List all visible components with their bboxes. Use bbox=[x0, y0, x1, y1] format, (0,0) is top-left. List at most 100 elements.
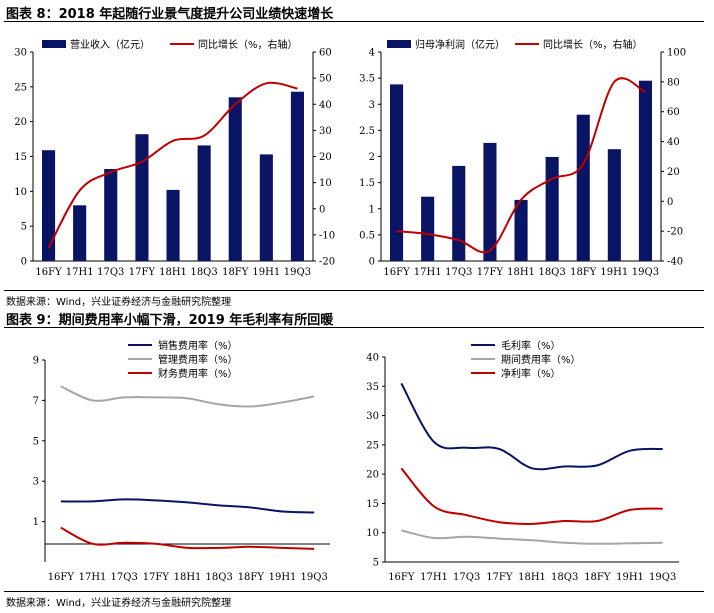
y-tick-label: 15 bbox=[366, 499, 379, 510]
x-tick-label: 16FY bbox=[48, 572, 75, 583]
series-line-2 bbox=[60, 385, 315, 408]
figure-8-top-rule bbox=[4, 21, 704, 22]
legend-label-1: 毛利率（%） bbox=[501, 339, 561, 352]
y-tick-label: 20 bbox=[366, 470, 379, 481]
right-tick-label: -20 bbox=[319, 257, 335, 268]
margin-chart: 5 10 15 20 25 30 35 40 16FY 17H1 17Q3 17FY 18H1 18Q3 1… bbox=[366, 339, 679, 583]
legend-label-1: 销售费用率（%） bbox=[158, 339, 238, 352]
x-tick-label: 19Q3 bbox=[632, 267, 659, 278]
left-tick-label: 10 bbox=[14, 187, 27, 198]
x-tick-label: 18Q3 bbox=[206, 572, 233, 583]
x-tick-label: 17FY bbox=[477, 267, 504, 278]
bar-18H1 bbox=[514, 199, 528, 261]
right-tick-label: -10 bbox=[319, 230, 335, 241]
right-tick-label: 100 bbox=[667, 48, 686, 59]
right-tick-label: -40 bbox=[667, 257, 683, 268]
bar-17FY bbox=[483, 142, 497, 261]
x-tick-label: 19H1 bbox=[600, 267, 628, 278]
y-tick-label: 30 bbox=[366, 411, 379, 422]
x-tick-label: 17Q3 bbox=[445, 267, 472, 278]
y-tick-label: 9 bbox=[33, 356, 39, 367]
legend-label-2: 期间费用率（%） bbox=[501, 353, 581, 366]
left-tick-label: 2 bbox=[369, 152, 375, 163]
growth-line bbox=[396, 77, 646, 254]
right-tick-label: 60 bbox=[667, 107, 680, 118]
bar-17H1 bbox=[73, 205, 87, 261]
bar-19Q3 bbox=[290, 91, 304, 261]
x-tick-label: 19H1 bbox=[252, 267, 280, 278]
left-tick-label: 15 bbox=[14, 152, 27, 163]
x-tick-label: 17Q3 bbox=[97, 267, 124, 278]
series-line-3 bbox=[400, 467, 663, 525]
series-line-1 bbox=[400, 382, 663, 471]
y-tick-label: 7 bbox=[33, 396, 39, 407]
left-tick-label: 25 bbox=[14, 82, 27, 93]
left-tick-label: 20 bbox=[14, 117, 27, 128]
x-tick-label: 18H1 bbox=[159, 267, 187, 278]
x-tick-label: 17H1 bbox=[414, 267, 442, 278]
bar-19H1 bbox=[607, 149, 621, 261]
legend-label-3: 净利率（%） bbox=[501, 367, 561, 380]
bar-18Q3 bbox=[545, 157, 559, 261]
expense-ratio-chart: 1 3 5 7 9 16FY 17H1 17Q3 17FY 18H1 18Q3 18FY 19H1 19Q… bbox=[33, 339, 330, 583]
x-tick-label: 17H1 bbox=[420, 572, 448, 583]
x-tick-label: 18H1 bbox=[518, 572, 546, 583]
bar-18H1 bbox=[166, 189, 180, 261]
legend-bar-swatch bbox=[42, 40, 66, 48]
figure-8-title: 图表 8：2018 年起随行业景气度提升公司业绩快速增长 bbox=[6, 7, 334, 22]
x-tick-label: 17H1 bbox=[79, 572, 107, 583]
left-tick-label: 0 bbox=[369, 257, 375, 268]
y-tick-label: 35 bbox=[366, 382, 379, 393]
right-tick-label: 0 bbox=[667, 197, 673, 208]
x-tick-label: 16FY bbox=[388, 572, 415, 583]
legend-line-label: 同比增长（%，右轴） bbox=[198, 38, 298, 51]
bar-16FY bbox=[390, 84, 404, 262]
figure-9-bottom-rule bbox=[4, 591, 704, 592]
x-tick-label: 17Q3 bbox=[453, 572, 480, 583]
right-tick-label: 10 bbox=[319, 178, 332, 189]
right-tick-label: 40 bbox=[319, 100, 332, 111]
x-tick-label: 19H1 bbox=[269, 572, 297, 583]
x-tick-label: 17FY bbox=[143, 572, 170, 583]
legend-bar-swatch bbox=[387, 40, 411, 48]
x-tick-label: 17FY bbox=[129, 267, 156, 278]
right-tick-label: 50 bbox=[319, 74, 332, 85]
growth-line bbox=[47, 81, 298, 249]
left-tick-label: 2.5 bbox=[359, 126, 375, 137]
y-tick-label: 1 bbox=[33, 517, 39, 528]
bar-17Q3 bbox=[104, 169, 118, 261]
x-tick-label: 17Q3 bbox=[111, 572, 138, 583]
x-tick-label: 16FY bbox=[35, 267, 62, 278]
y-tick-label: 25 bbox=[366, 440, 379, 451]
x-tick-label: 19Q3 bbox=[649, 572, 676, 583]
x-tick-label: 19Q3 bbox=[301, 572, 328, 583]
right-tick-label: 40 bbox=[667, 137, 680, 148]
series-line-1 bbox=[60, 498, 315, 514]
left-tick-label: 4 bbox=[369, 48, 375, 59]
y-tick-label: 10 bbox=[366, 528, 379, 539]
legend-bar-label: 归母净利润（亿元） bbox=[415, 38, 505, 51]
x-tick-label: 19Q3 bbox=[284, 267, 311, 278]
right-tick-label: 20 bbox=[667, 167, 680, 178]
y-tick-label: 40 bbox=[366, 353, 379, 364]
y-tick-label: 5 bbox=[33, 436, 39, 447]
x-tick-label: 17H1 bbox=[66, 267, 94, 278]
figure-9-source: 数据来源：Wind，兴业证券经济与金融研究院整理 bbox=[6, 598, 232, 609]
x-tick-label: 18Q3 bbox=[190, 267, 217, 278]
left-tick-label: 0.5 bbox=[359, 230, 375, 241]
right-tick-label: 30 bbox=[319, 126, 332, 137]
x-tick-label: 16FY bbox=[383, 267, 410, 278]
bar-17H1 bbox=[421, 196, 435, 261]
x-tick-label: 18H1 bbox=[174, 572, 202, 583]
right-tick-label: 0 bbox=[319, 204, 325, 215]
legend-line-label: 同比增长（%，右轴） bbox=[543, 38, 643, 51]
series-line-2 bbox=[401, 529, 663, 545]
left-tick-label: 3 bbox=[369, 100, 375, 111]
left-tick-label: 5 bbox=[21, 222, 27, 233]
bar-17FY bbox=[135, 134, 149, 261]
net-profit-chart: 0 0.5 1 1.5 2 2.5 3 3.5 4 -40 -20 0 20 40 60 80 100 16FY 1… bbox=[359, 38, 686, 278]
x-tick-label: 18FY bbox=[238, 572, 265, 583]
x-tick-label: 18FY bbox=[222, 267, 249, 278]
bar-18FY bbox=[576, 114, 590, 261]
left-tick-label: 30 bbox=[14, 48, 27, 59]
